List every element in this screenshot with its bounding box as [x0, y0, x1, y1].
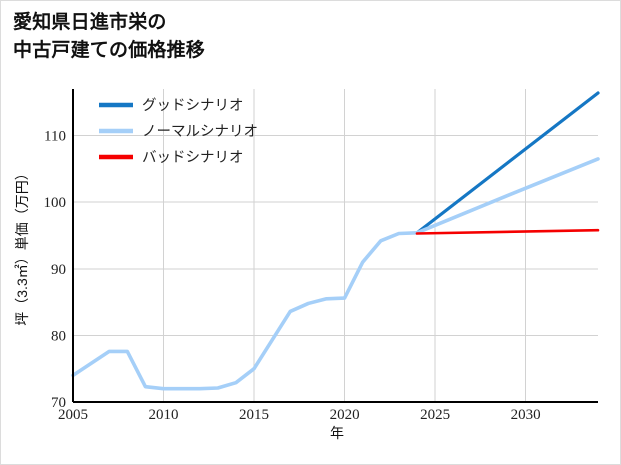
x-tick-label: 2005 — [58, 407, 88, 423]
series-line-good — [415, 91, 600, 235]
x-axis-title: 年 — [330, 425, 344, 441]
legend-label-0: グッドシナリオ — [142, 97, 244, 114]
y-tick-label: 80 — [51, 328, 66, 344]
x-tick-labels-group: 2005 2010 2015 2020 2025 2030 — [58, 407, 541, 423]
x-tick-label: 2030 — [511, 407, 541, 423]
series-group — [71, 91, 600, 391]
legend-label-2: バッドシナリオ — [142, 150, 244, 166]
x-tick-label: 2010 — [149, 407, 179, 423]
x-tick-label: 2025 — [420, 407, 450, 423]
y-axis-title: 坪（3.3㎡）単価（万円） — [14, 166, 30, 325]
y-tick-label: 110 — [44, 129, 66, 145]
legend-label-1: ノーマルシナリオ — [142, 124, 258, 140]
series-line-normal — [71, 157, 600, 391]
y-tick-label: 70 — [51, 395, 66, 411]
x-tick-label: 2015 — [239, 407, 269, 423]
x-tick-label: 2020 — [330, 407, 360, 423]
y-tick-label: 100 — [44, 195, 67, 211]
gridlines-group — [73, 89, 598, 402]
y-tick-label: 90 — [51, 262, 66, 278]
axes-group — [72, 89, 598, 403]
y-tick-labels-group: 70 80 90 100 110 — [44, 129, 67, 411]
chart-title: 愛知県日進市栄の 中古戸建ての価格推移 — [13, 12, 206, 61]
series-line-bad — [415, 228, 600, 235]
